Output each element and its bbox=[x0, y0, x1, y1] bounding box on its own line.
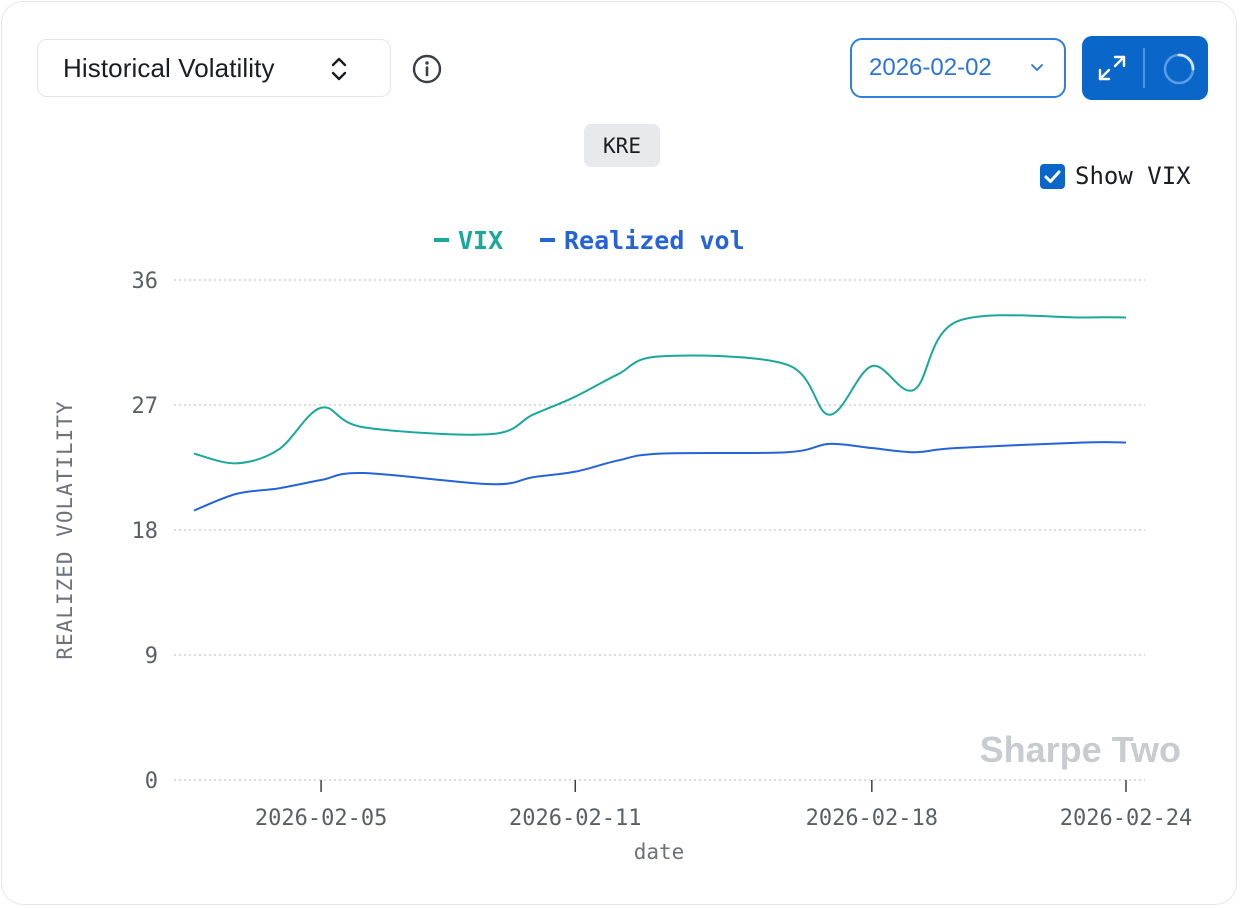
date-select-value: 2026-02-02 bbox=[869, 54, 992, 81]
x-axis-label: date bbox=[634, 840, 685, 864]
show-vix-toggle[interactable]: Show VIX bbox=[1040, 162, 1191, 190]
series-line-vix[interactable] bbox=[193, 314, 1127, 465]
x-axis: 2026-02-05 2026-02-11 2026-02-18 2026-02-24 bbox=[255, 780, 1192, 831]
x-tick-label: 2026-02-18 bbox=[806, 806, 938, 831]
y-tick-label: 0 bbox=[145, 769, 158, 794]
legend-item-realized-vol[interactable]: Realized vol bbox=[564, 226, 745, 255]
show-vix-checkbox[interactable] bbox=[1040, 163, 1065, 189]
button-divider bbox=[1143, 48, 1145, 88]
grid-lines bbox=[174, 279, 1145, 781]
metric-select[interactable]: Historical Volatility bbox=[37, 39, 391, 97]
chart-action-buttons bbox=[1082, 36, 1208, 100]
chevrons-up-down-icon bbox=[328, 54, 350, 89]
y-tick-label: 27 bbox=[132, 394, 159, 419]
y-axis: 0 9 18 27 36 bbox=[132, 269, 159, 794]
series-line-realized-vol[interactable] bbox=[193, 441, 1127, 512]
y-tick-label: 18 bbox=[132, 519, 159, 544]
date-select[interactable]: 2026-02-02 bbox=[850, 38, 1066, 98]
y-tick-label: 36 bbox=[132, 269, 159, 294]
watermark: Sharpe Two bbox=[980, 729, 1181, 770]
chevron-down-icon bbox=[1030, 60, 1044, 78]
legend: VIX Realized vol bbox=[434, 226, 745, 255]
loading-spinner-icon[interactable] bbox=[1161, 51, 1197, 87]
info-icon[interactable] bbox=[411, 53, 443, 90]
metric-select-label: Historical Volatility bbox=[63, 52, 275, 83]
x-tick-label: 2026-02-24 bbox=[1060, 806, 1192, 831]
expand-icon[interactable] bbox=[1094, 52, 1130, 84]
x-tick-label: 2026-02-11 bbox=[509, 806, 641, 831]
series-lines bbox=[193, 314, 1127, 512]
legend-item-vix[interactable]: VIX bbox=[458, 226, 503, 255]
check-icon bbox=[1044, 170, 1061, 183]
ticker-badge: KRE bbox=[584, 124, 660, 167]
x-tick-label: 2026-02-05 bbox=[255, 806, 387, 831]
show-vix-label: Show VIX bbox=[1075, 162, 1191, 190]
y-tick-label: 9 bbox=[145, 644, 158, 669]
y-axis-label: REALIZED VOLATILITY bbox=[53, 400, 77, 659]
